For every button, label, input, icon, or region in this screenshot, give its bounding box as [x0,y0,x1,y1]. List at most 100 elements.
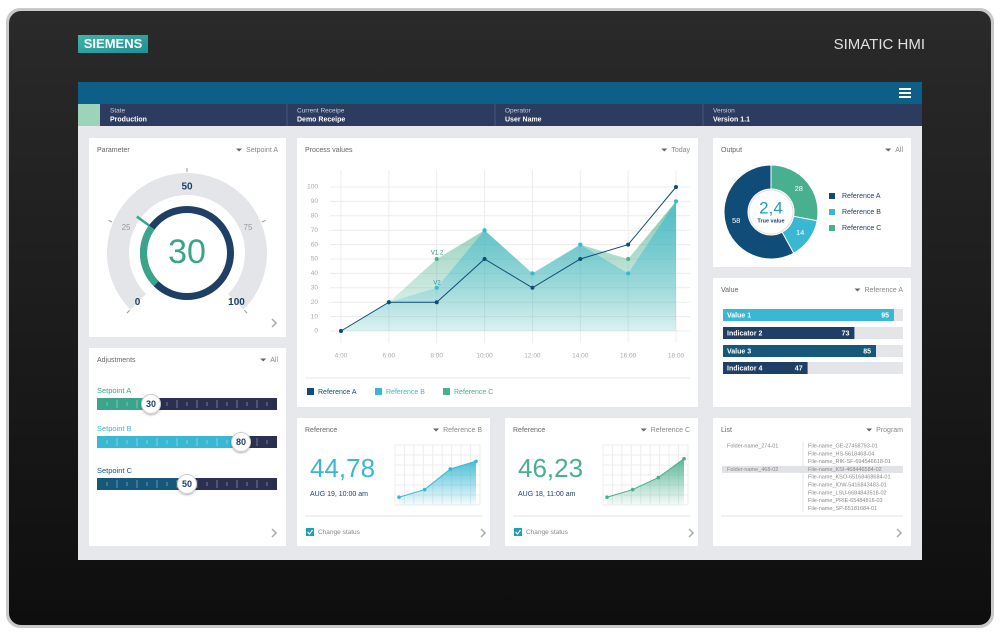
status-label: State [110,108,126,115]
checkbox-tick[interactable] [307,529,313,535]
panel-selector[interactable]: Today [671,147,690,154]
panel-selector[interactable]: Setpoint A [246,147,278,154]
point [674,185,678,189]
dropdown-arrow[interactable] [885,148,892,152]
gauge-tick [261,220,266,223]
slider-fill[interactable] [97,478,187,490]
chevron[interactable] [271,318,278,328]
folder-name[interactable]: Folder-name_274-01 [727,443,778,449]
slider-knob[interactable] [177,474,197,494]
point [626,242,631,247]
trend-point [474,459,478,464]
y-tick-label: 100 [307,184,318,191]
file-name[interactable]: File-name_SP-65181684-01 [808,506,877,512]
dropdown-arrow[interactable] [640,428,647,432]
slider-fill[interactable] [97,436,241,448]
top-bar [78,82,922,104]
y-tick-label: 20 [311,299,319,306]
annotation: V1.2 [431,251,444,257]
timestamp: AUG 19, 10:00 am [310,491,368,498]
area [341,201,676,331]
status-label: Operator [505,108,531,115]
selected-row [722,465,903,473]
bar [723,327,855,339]
bar [723,345,876,357]
bar-value: 73 [842,330,850,337]
slider-label: Setpoint B [97,424,132,433]
x-tick-label: 14:00 [572,353,589,360]
gauge-value: 30 [168,233,206,271]
bar-value: 47 [795,365,803,372]
checkbox-label: Change status [526,529,569,536]
chevron[interactable] [688,528,695,538]
panel-selector[interactable]: Reference C [651,427,690,434]
point [530,285,535,290]
file-name[interactable]: File-name_PRIE-65484816-03 [808,498,883,504]
panel-selector[interactable]: Reference A [864,287,903,294]
point [482,257,487,261]
slider-value: 80 [236,437,246,447]
slider-fill[interactable] [97,398,151,410]
panel-selector[interactable]: All [270,357,278,364]
brand-badge [78,35,148,53]
file-name[interactable]: File-name_IOW-5416843483-01 [808,482,887,488]
panel-selector[interactable]: All [895,147,903,154]
legend-label: Reference A [318,389,357,396]
gauge-tick-label: 100 [228,297,245,308]
slider-knob[interactable] [231,432,251,452]
file-name[interactable]: File-name_RIK-SF-694546618-01 [808,459,891,465]
gauge-tick [126,309,131,314]
point [578,242,583,247]
chevron[interactable] [896,528,903,538]
trend-point [422,487,427,492]
dropdown-arrow[interactable] [661,148,668,152]
menu-line[interactable] [899,92,911,94]
slider-knob[interactable] [141,394,161,414]
bar-label: Indicator 2 [727,330,763,337]
legend-swatch [375,388,382,395]
panel-selector[interactable]: Program [876,427,903,434]
file-name[interactable]: File-name_KSO-65168468684-01 [808,475,891,481]
point [626,257,631,261]
checkbox-tick[interactable] [515,529,521,535]
y-tick-label: 50 [311,256,319,263]
bar-label: Value 1 [727,312,751,319]
legend-swatch [307,388,314,395]
slider-value: 50 [182,479,192,489]
dropdown-arrow[interactable] [236,148,243,152]
dropdown-arrow[interactable] [866,428,873,432]
y-tick-label: 90 [311,198,319,205]
status-value: Demo Receipe [297,116,345,123]
file-name[interactable]: File-name_KSI-468446584-02 [808,467,882,473]
bar-label: Indicator 4 [727,365,763,372]
checkbox-label: Change status [318,529,361,536]
legend-swatch [829,225,835,231]
checkbox[interactable] [514,528,522,536]
panel-title: Value [721,287,738,294]
donut-center-caption: True value [757,218,784,224]
donut-center-value: 2,4 [759,198,783,217]
trend-line [398,460,477,498]
checkbox[interactable] [306,528,314,536]
chevron[interactable] [271,528,278,538]
slider-label: Setpoint C [97,466,133,475]
menu-line[interactable] [899,96,911,98]
panel-selector[interactable]: Reference B [443,427,482,434]
y-tick-label: 70 [311,227,319,234]
folder-name[interactable]: Folder-name_468-02 [727,467,778,473]
y-tick-label: 40 [311,270,319,277]
file-name[interactable]: File-name_GE-27458793-01 [808,443,878,449]
dropdown-arrow[interactable] [260,358,267,362]
menu-button[interactable] [899,88,911,98]
bar-value: 95 [881,312,889,319]
dropdown-arrow[interactable] [854,288,861,292]
chevron[interactable] [480,528,487,538]
line [340,186,677,332]
trend-point [397,495,401,500]
donut-center [748,189,794,235]
menu-line[interactable] [899,88,911,90]
file-name[interactable]: File-name_LSU-6684843518-02 [808,490,887,496]
dropdown-arrow[interactable] [433,428,440,432]
file-name[interactable]: File-name_HS-5618468-04 [808,451,874,457]
